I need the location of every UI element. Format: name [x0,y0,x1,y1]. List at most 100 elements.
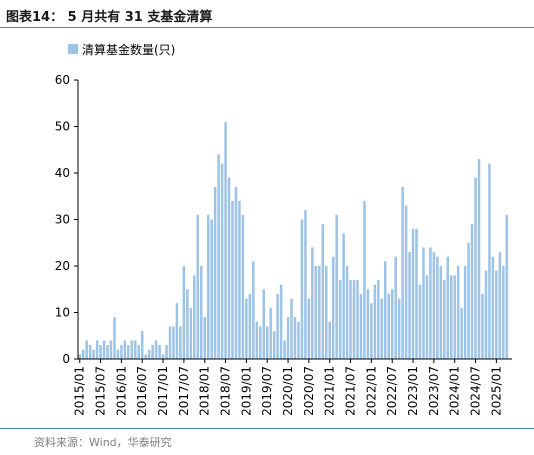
bar-2018/02 [206,214,210,359]
x-tick-label: 2016/07 [135,366,149,416]
bar-2015/02 [81,349,85,359]
bar-2024/02 [456,266,460,359]
y-tick-label: 50 [55,120,70,134]
bar-2019/03 [252,261,255,359]
x-tick-label: 2017/01 [156,366,170,416]
bar-2025/01 [495,270,498,359]
bar-2015/05 [92,349,95,359]
bar-2023/08 [436,256,439,359]
bar-2017/01 [161,354,165,359]
bar-2018/12 [241,214,245,359]
bar-2021/02 [331,256,335,359]
bar-2024/11 [488,163,491,359]
x-axis: 2015/01 2015/07 2016/01 2016/07 2017/01 2017/… [73,358,512,416]
bar-2023/01 [411,228,415,359]
x-tick-label: 2015/07 [94,366,108,416]
bar-2020/01 [286,317,290,359]
bar-2023/10 [443,279,446,359]
bar-2019/10 [276,293,279,359]
x-tick-label: 2016/01 [114,366,128,416]
bar-2021/01 [328,321,331,359]
x-tick-label: 2018/01 [198,366,212,416]
y-tick-label: 10 [55,306,70,320]
bar-2016/07 [140,331,144,359]
bar-2015/06 [95,340,99,359]
bar-2018/10 [234,186,238,359]
bar-2023/11 [446,256,450,359]
bar-2018/07 [224,121,227,359]
bar-2017/02 [165,345,168,359]
x-tick-label: 2015/01 [73,366,87,416]
bar-2020/09 [314,266,318,359]
bar-2017/12 [200,266,203,359]
bar-2022/10 [401,186,404,359]
source-rule [0,428,534,429]
y-tick-label: 20 [55,259,70,273]
bar-2015/11 [113,317,116,359]
bar-2022/11 [404,205,408,359]
bar-2024/05 [467,242,470,359]
bar-2024/10 [484,270,488,359]
bar-2020/07 [307,298,311,359]
x-tick-label: 2022/07 [385,366,399,416]
bar-2021/07 [349,279,352,359]
bar-2022/03 [377,279,380,359]
bar-2020/03 [293,317,297,359]
bar-2017/05 [175,303,179,359]
bar-2016/06 [137,345,141,359]
bar-2016/08 [144,354,147,359]
bar-2017/07 [182,266,186,359]
bar-2023/06 [429,247,432,359]
source-note: 资料来源：Wind，华泰研究 [34,436,172,449]
bar-2019/06 [262,289,265,359]
bars [78,121,509,359]
bar-2023/04 [422,247,425,359]
bar-2019/12 [283,340,286,359]
bar-2021/11 [363,200,366,359]
x-tick-label: 2021/07 [344,366,358,416]
y-tick-label: 30 [55,213,70,227]
figure-title: 图表14： 5 月共有 31 支基金清算 [6,10,213,25]
bar-2019/09 [272,331,276,359]
bar-2015/12 [116,349,120,359]
bar-2021/06 [345,266,349,359]
x-tick-label: 2024/01 [448,366,462,416]
bar-2020/08 [311,247,314,359]
bar-2022/02 [373,284,377,359]
bar-2017/11 [196,214,200,359]
bar-2016/01 [120,345,123,359]
bar-2022/05 [384,261,387,359]
bar-2016/05 [134,340,137,359]
bar-2025/02 [498,252,502,359]
title-rule [0,27,534,28]
legend: 清算基金数量(只) [68,42,175,57]
bar-2015/03 [85,340,88,359]
y-tick-label: 0 [62,352,70,366]
bar-2020/02 [290,298,293,359]
bar-2024/03 [460,307,463,359]
bar-2018/01 [203,317,206,359]
bar-2018/08 [227,177,231,359]
bar-2022/08 [394,256,397,359]
bar-2016/09 [147,349,151,359]
bar-2020/12 [325,266,328,359]
x-tick-label: 2022/01 [364,366,378,416]
x-tick-label: 2021/01 [323,366,337,416]
bar-2019/05 [259,326,262,359]
bar-2018/06 [220,163,224,359]
bar-2022/06 [387,293,390,359]
x-tick-label: 2024/07 [469,366,483,416]
bar-2025/03 [502,266,505,359]
bar-2015/08 [102,340,106,359]
bar-2020/04 [297,321,300,359]
bar-2018/09 [231,200,234,359]
bar-2023/12 [449,275,453,359]
bar-2017/10 [193,275,196,359]
bar-2016/11 [154,340,158,359]
x-tick-label: 2018/07 [219,366,233,416]
bar-2024/07 [474,177,477,359]
legend-label: 清算基金数量(只) [82,42,175,57]
legend-swatch [68,44,78,54]
bar-2019/02 [248,293,252,359]
